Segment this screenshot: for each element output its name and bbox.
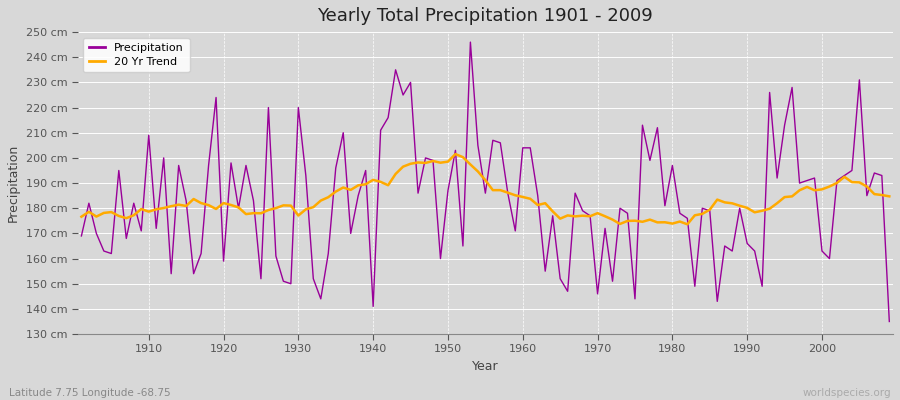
Precipitation — [136, 228, 147, 233]
X-axis label: Year: Year — [472, 360, 499, 373]
Precipitation — [615, 206, 626, 211]
Precipitation — [884, 319, 895, 324]
20 Yr Trend — [76, 214, 86, 219]
Precipitation — [301, 173, 311, 178]
Line: 20 Yr Trend: 20 Yr Trend — [81, 154, 889, 224]
Precipitation — [525, 146, 535, 150]
Precipitation — [518, 146, 528, 150]
Line: Precipitation: Precipitation — [81, 42, 889, 322]
Y-axis label: Precipitation: Precipitation — [7, 144, 20, 222]
20 Yr Trend — [884, 194, 895, 199]
20 Yr Trend — [615, 222, 626, 226]
Precipitation — [346, 231, 356, 236]
Title: Yearly Total Precipitation 1901 - 2009: Yearly Total Precipitation 1901 - 2009 — [318, 7, 653, 25]
20 Yr Trend — [525, 196, 535, 201]
20 Yr Trend — [346, 188, 356, 192]
20 Yr Trend — [450, 152, 461, 156]
Text: worldspecies.org: worldspecies.org — [803, 388, 891, 398]
20 Yr Trend — [301, 207, 311, 212]
Legend: Precipitation, 20 Yr Trend: Precipitation, 20 Yr Trend — [83, 38, 190, 72]
20 Yr Trend — [518, 194, 528, 199]
Text: Latitude 7.75 Longitude -68.75: Latitude 7.75 Longitude -68.75 — [9, 388, 171, 398]
Precipitation — [76, 234, 86, 238]
20 Yr Trend — [682, 222, 693, 227]
Precipitation — [465, 40, 476, 44]
20 Yr Trend — [136, 207, 147, 212]
